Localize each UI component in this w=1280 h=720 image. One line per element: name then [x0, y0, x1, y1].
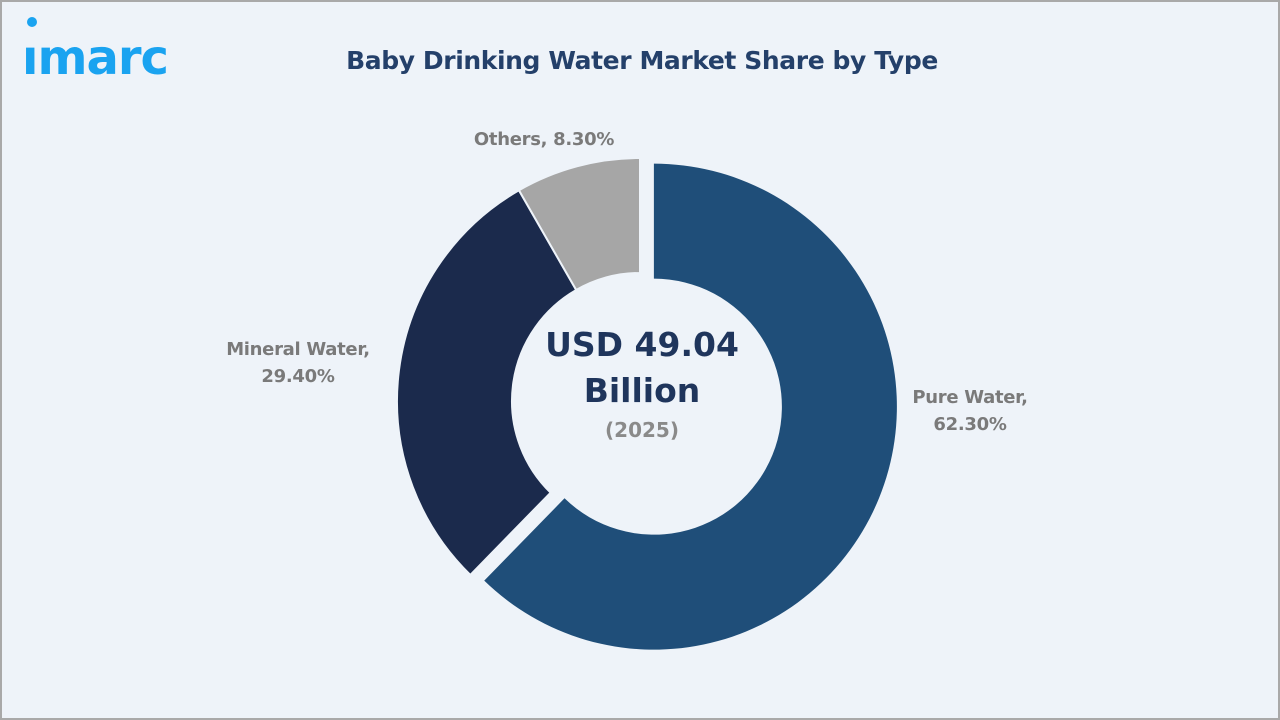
label-pure-name: Pure Water,: [912, 387, 1028, 408]
slice-others: [517, 156, 641, 292]
label-pure-pct: 62.30%: [933, 414, 1007, 435]
center-year: (2025): [605, 418, 679, 442]
label-others: Others, 8.30%: [473, 129, 615, 150]
imarc-logo: ımarc: [22, 17, 169, 82]
chart-title: Baby Drinking Water Market Share by Type: [346, 46, 938, 75]
label-mineral-pct: 29.40%: [261, 366, 335, 387]
slice-mineral-water: [396, 188, 578, 577]
label-pure-water: Pure Water, 62.30%: [890, 384, 1050, 438]
label-mineral-name: Mineral Water,: [226, 339, 370, 360]
center-value: USD 49.04: [545, 325, 739, 364]
logo-text: ımarc: [22, 30, 168, 82]
slice-pure-water: [484, 163, 897, 650]
label-mineral-water: Mineral Water, 29.40%: [198, 336, 398, 390]
center-unit: Billion: [583, 371, 701, 410]
